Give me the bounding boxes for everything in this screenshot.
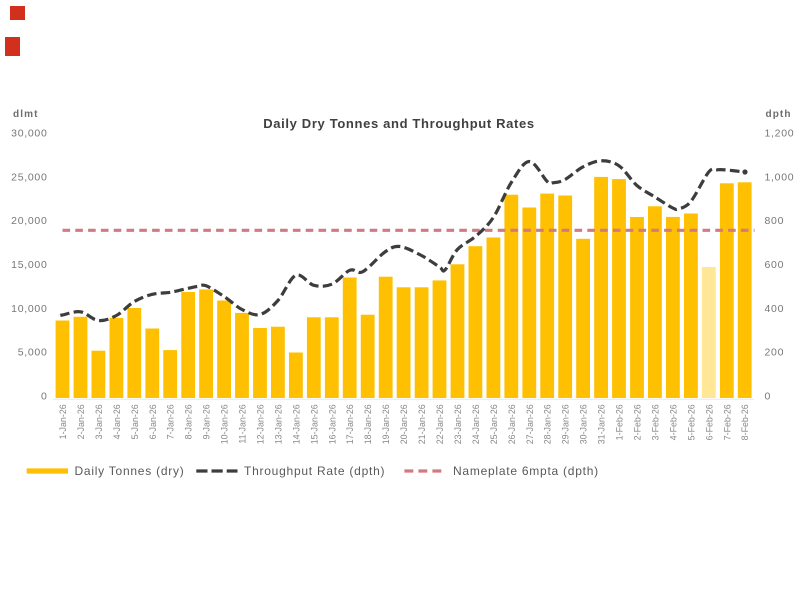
svg-text:dpth: dpth [766, 109, 792, 120]
svg-text:26-Jan-26: 26-Jan-26 [507, 404, 517, 444]
svg-text:25-Jan-26: 25-Jan-26 [489, 404, 499, 444]
svg-text:20,000: 20,000 [11, 215, 47, 227]
svg-text:5,000: 5,000 [18, 347, 48, 359]
svg-text:30-Jan-26: 30-Jan-26 [579, 404, 589, 444]
svg-text:21-Jan-26: 21-Jan-26 [417, 404, 427, 444]
svg-text:13-Jan-26: 13-Jan-26 [273, 404, 283, 444]
svg-text:31-Jan-26: 31-Jan-26 [597, 404, 607, 444]
svg-text:1-Jan-26: 1-Jan-26 [58, 404, 68, 439]
svg-text:Daily Dry Tonnes and Throughpu: Daily Dry Tonnes and Throughput Rates [263, 116, 535, 131]
svg-text:600: 600 [765, 259, 785, 271]
svg-text:27-Jan-26: 27-Jan-26 [525, 404, 535, 444]
svg-text:9-Jan-26: 9-Jan-26 [202, 404, 212, 439]
svg-text:14-Jan-26: 14-Jan-26 [291, 404, 301, 444]
svg-text:15-Jan-26: 15-Jan-26 [309, 404, 319, 444]
svg-text:2-Feb-26: 2-Feb-26 [633, 404, 643, 440]
svg-text:1-Feb-26: 1-Feb-26 [615, 404, 625, 440]
svg-text:16-Jan-26: 16-Jan-26 [327, 404, 337, 444]
svg-text:4-Jan-26: 4-Jan-26 [112, 404, 122, 439]
svg-text:28-Jan-26: 28-Jan-26 [543, 404, 553, 444]
svg-text:24-Jan-26: 24-Jan-26 [471, 404, 481, 444]
svg-text:10,000: 10,000 [11, 303, 47, 315]
svg-text:6-Feb-26: 6-Feb-26 [704, 404, 714, 440]
svg-text:15,000: 15,000 [11, 259, 47, 271]
svg-text:20-Jan-26: 20-Jan-26 [399, 404, 409, 444]
svg-text:6-Jan-26: 6-Jan-26 [148, 404, 158, 439]
svg-text:19-Jan-26: 19-Jan-26 [381, 404, 391, 444]
svg-text:5-Jan-26: 5-Jan-26 [130, 404, 140, 439]
svg-text:3-Jan-26: 3-Jan-26 [94, 404, 104, 439]
svg-text:11-Jan-26: 11-Jan-26 [238, 404, 248, 443]
svg-text:7-Jan-26: 7-Jan-26 [166, 404, 176, 439]
svg-text:4-Feb-26: 4-Feb-26 [668, 404, 678, 440]
svg-text:0: 0 [41, 391, 48, 403]
svg-text:8-Feb-26: 8-Feb-26 [740, 404, 750, 440]
svg-text:12-Jan-26: 12-Jan-26 [256, 404, 266, 444]
svg-text:2-Jan-26: 2-Jan-26 [76, 404, 86, 439]
svg-text:1,000: 1,000 [765, 171, 795, 183]
svg-text:29-Jan-26: 29-Jan-26 [561, 404, 571, 444]
svg-text:22-Jan-26: 22-Jan-26 [435, 404, 445, 444]
svg-text:800: 800 [765, 215, 785, 227]
svg-text:18-Jan-26: 18-Jan-26 [363, 404, 373, 444]
svg-text:dlmt: dlmt [13, 109, 39, 120]
svg-text:0: 0 [765, 391, 772, 403]
svg-text:Throughput Rate (dpth): Throughput Rate (dpth) [244, 464, 385, 478]
svg-text:Nameplate 6mpta (dpth): Nameplate 6mpta (dpth) [453, 464, 599, 478]
svg-text:1,200: 1,200 [765, 128, 795, 140]
svg-text:8-Jan-26: 8-Jan-26 [184, 404, 194, 439]
svg-text:30,000: 30,000 [11, 128, 47, 140]
svg-text:400: 400 [765, 303, 785, 315]
svg-text:3-Feb-26: 3-Feb-26 [650, 404, 660, 440]
svg-text:Daily Tonnes (dry): Daily Tonnes (dry) [75, 464, 185, 478]
svg-text:25,000: 25,000 [11, 171, 47, 183]
svg-text:23-Jan-26: 23-Jan-26 [453, 404, 463, 444]
svg-text:200: 200 [765, 347, 785, 359]
svg-text:17-Jan-26: 17-Jan-26 [345, 404, 355, 444]
svg-text:5-Feb-26: 5-Feb-26 [686, 404, 696, 440]
svg-text:10-Jan-26: 10-Jan-26 [220, 404, 230, 444]
svg-text:7-Feb-26: 7-Feb-26 [722, 404, 732, 440]
